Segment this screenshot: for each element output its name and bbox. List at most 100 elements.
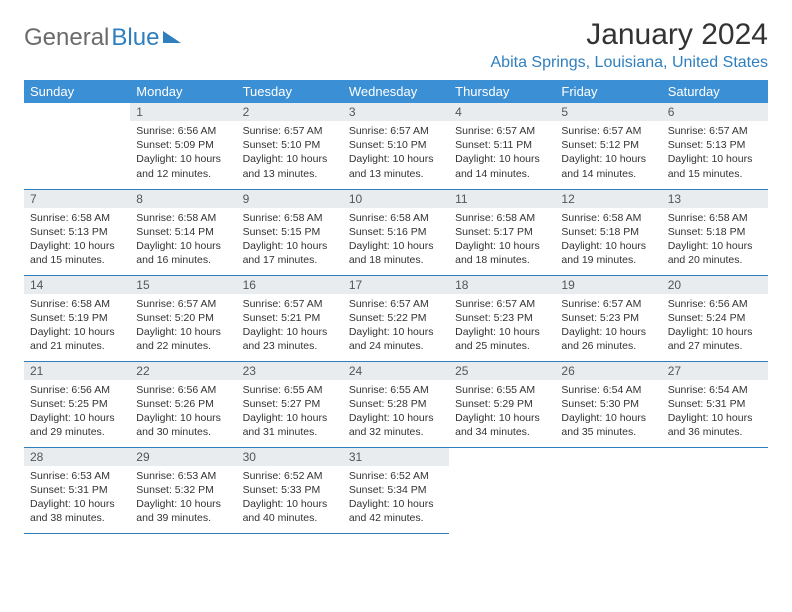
day-details: Sunrise: 6:58 AMSunset: 5:15 PMDaylight:…	[237, 208, 343, 272]
calendar-week-row: 1Sunrise: 6:56 AMSunset: 5:09 PMDaylight…	[24, 103, 768, 189]
daylight-line: Daylight: 10 hours and 40 minutes.	[243, 498, 328, 524]
calendar-cell: 15Sunrise: 6:57 AMSunset: 5:20 PMDayligh…	[130, 275, 236, 361]
daylight-line: Daylight: 10 hours and 14 minutes.	[455, 153, 540, 179]
day-number: 1	[130, 103, 236, 121]
weekday-header-row: SundayMondayTuesdayWednesdayThursdayFrid…	[24, 80, 768, 103]
sunset-line: Sunset: 5:09 PM	[136, 139, 214, 151]
weekday-header: Tuesday	[237, 80, 343, 103]
day-number: 15	[130, 276, 236, 294]
day-number: 28	[24, 448, 130, 466]
daylight-line: Daylight: 10 hours and 25 minutes.	[455, 326, 540, 352]
sunrise-line: Sunrise: 6:56 AM	[30, 384, 110, 396]
logo-text-general: General	[24, 24, 109, 52]
daylight-line: Daylight: 10 hours and 13 minutes.	[349, 153, 434, 179]
sunrise-line: Sunrise: 6:58 AM	[30, 298, 110, 310]
daylight-line: Daylight: 10 hours and 32 minutes.	[349, 412, 434, 438]
daylight-line: Daylight: 10 hours and 17 minutes.	[243, 240, 328, 266]
sunrise-line: Sunrise: 6:57 AM	[561, 298, 641, 310]
sunset-line: Sunset: 5:24 PM	[668, 312, 746, 324]
sunset-line: Sunset: 5:17 PM	[455, 226, 533, 238]
calendar-cell: 6 Sunrise: 6:57 AM Sunset: 5:13 PM Daylight…	[662, 103, 768, 189]
sunset-line: Sunset: 5:20 PM	[136, 312, 214, 324]
daylight-line: Daylight: 10 hours and 27 minutes.	[668, 326, 753, 352]
sunset-line: Sunset: 5:12 PM	[561, 139, 639, 151]
calendar-cell: 23Sunrise: 6:55 AMSunset: 5:27 PMDayligh…	[237, 361, 343, 447]
sunset-line: Sunset: 5:19 PM	[30, 312, 108, 324]
sunset-line: Sunset: 5:14 PM	[136, 226, 214, 238]
calendar-cell: 16Sunrise: 6:57 AMSunset: 5:21 PMDayligh…	[237, 275, 343, 361]
sunrise-line: Sunrise: 6:53 AM	[30, 470, 110, 482]
sunset-line: Sunset: 5:13 PM	[668, 139, 746, 151]
sunset-line: Sunset: 5:15 PM	[243, 226, 321, 238]
day-details: Sunrise: 6:57 AM Sunset: 5:13 PM Daylight:…	[662, 121, 768, 185]
day-details: Sunrise: 6:52 AM Sunset: 5:33 PM Daylight:…	[237, 466, 343, 530]
weekday-header: Thursday	[449, 80, 555, 103]
day-number: 3	[343, 103, 449, 121]
sunset-line: Sunset: 5:33 PM	[243, 484, 321, 496]
sunrise-line: Sunrise: 6:52 AM	[349, 470, 429, 482]
sunset-line: Sunset: 5:28 PM	[349, 398, 427, 410]
daylight-line: Daylight: 10 hours and 15 minutes.	[30, 240, 115, 266]
sunrise-line: Sunrise: 6:57 AM	[243, 298, 323, 310]
calendar-cell: 12Sunrise: 6:58 AMSunset: 5:18 PMDayligh…	[555, 189, 661, 275]
day-details: Sunrise: 6:57 AMSunset: 5:10 PMDaylight:…	[237, 121, 343, 185]
day-details: Sunrise: 6:57 AMSunset: 5:22 PMDaylight:…	[343, 294, 449, 358]
day-number: 6	[662, 103, 768, 121]
calendar-cell: 13Sunrise: 6:58 AMSunset: 5:18 PMDayligh…	[662, 189, 768, 275]
sunset-line: Sunset: 5:32 PM	[136, 484, 214, 496]
weekday-header: Wednesday	[343, 80, 449, 103]
sunrise-line: Sunrise: 6:55 AM	[455, 384, 535, 396]
sunrise-line: Sunrise: 6:58 AM	[668, 212, 748, 224]
logo: GeneralBlue	[24, 18, 181, 52]
day-details: Sunrise: 6:55 AMSunset: 5:29 PMDaylight:…	[449, 380, 555, 444]
calendar-cell	[555, 447, 661, 533]
sunrise-line: Sunrise: 6:52 AM	[243, 470, 323, 482]
daylight-line: Daylight: 10 hours and 12 minutes.	[136, 153, 221, 179]
day-number: 29	[130, 448, 236, 466]
day-details: Sunrise: 6:56 AMSunset: 5:26 PMDaylight:…	[130, 380, 236, 444]
calendar-cell: 26Sunrise: 6:54 AMSunset: 5:30 PMDayligh…	[555, 361, 661, 447]
day-number: 20	[662, 276, 768, 294]
daylight-line: Daylight: 10 hours and 14 minutes.	[561, 153, 646, 179]
weekday-header: Friday	[555, 80, 661, 103]
day-number: 31	[343, 448, 449, 466]
calendar-week-row: 28 Sunrise: 6:53 AM Sunset: 5:31 PM Dayligh…	[24, 447, 768, 533]
calendar-cell: 14Sunrise: 6:58 AMSunset: 5:19 PMDayligh…	[24, 275, 130, 361]
day-details: Sunrise: 6:57 AMSunset: 5:11 PMDaylight:…	[449, 121, 555, 185]
daylight-line: Daylight: 10 hours and 38 minutes.	[30, 498, 115, 524]
sunset-line: Sunset: 5:23 PM	[561, 312, 639, 324]
daylight-line: Daylight: 10 hours and 18 minutes.	[455, 240, 540, 266]
sunset-line: Sunset: 5:31 PM	[30, 484, 108, 496]
day-details: Sunrise: 6:58 AMSunset: 5:14 PMDaylight:…	[130, 208, 236, 272]
daylight-line: Daylight: 10 hours and 31 minutes.	[243, 412, 328, 438]
daylight-line: Daylight: 10 hours and 15 minutes.	[668, 153, 753, 179]
day-number: 12	[555, 190, 661, 208]
day-details: Sunrise: 6:53 AMSunset: 5:32 PMDaylight:…	[130, 466, 236, 530]
daylight-line: Daylight: 10 hours and 30 minutes.	[136, 412, 221, 438]
sunrise-line: Sunrise: 6:56 AM	[668, 298, 748, 310]
day-number: 27	[662, 362, 768, 380]
day-number: 5	[555, 103, 661, 121]
day-number: 8	[130, 190, 236, 208]
day-number: 14	[24, 276, 130, 294]
sunrise-line: Sunrise: 6:57 AM	[668, 125, 748, 137]
day-number: 7	[24, 190, 130, 208]
calendar-cell: 28 Sunrise: 6:53 AM Sunset: 5:31 PM Dayligh…	[24, 447, 130, 533]
day-number: 21	[24, 362, 130, 380]
daylight-line: Daylight: 10 hours and 36 minutes.	[668, 412, 753, 438]
sunset-line: Sunset: 5:16 PM	[349, 226, 427, 238]
daylight-line: Daylight: 10 hours and 23 minutes.	[243, 326, 328, 352]
daylight-line: Daylight: 10 hours and 42 minutes.	[349, 498, 434, 524]
day-details: Sunrise: 6:58 AMSunset: 5:18 PMDaylight:…	[662, 208, 768, 272]
sunrise-line: Sunrise: 6:57 AM	[349, 125, 429, 137]
calendar-cell: 21Sunrise: 6:56 AMSunset: 5:25 PMDayligh…	[24, 361, 130, 447]
day-number: 18	[449, 276, 555, 294]
sunset-line: Sunset: 5:22 PM	[349, 312, 427, 324]
sunset-line: Sunset: 5:26 PM	[136, 398, 214, 410]
calendar-cell	[662, 447, 768, 533]
day-details: Sunrise: 6:57 AMSunset: 5:20 PMDaylight:…	[130, 294, 236, 358]
day-details: Sunrise: 6:57 AMSunset: 5:21 PMDaylight:…	[237, 294, 343, 358]
sunset-line: Sunset: 5:30 PM	[561, 398, 639, 410]
calendar-cell: 29Sunrise: 6:53 AMSunset: 5:32 PMDayligh…	[130, 447, 236, 533]
day-number: 10	[343, 190, 449, 208]
